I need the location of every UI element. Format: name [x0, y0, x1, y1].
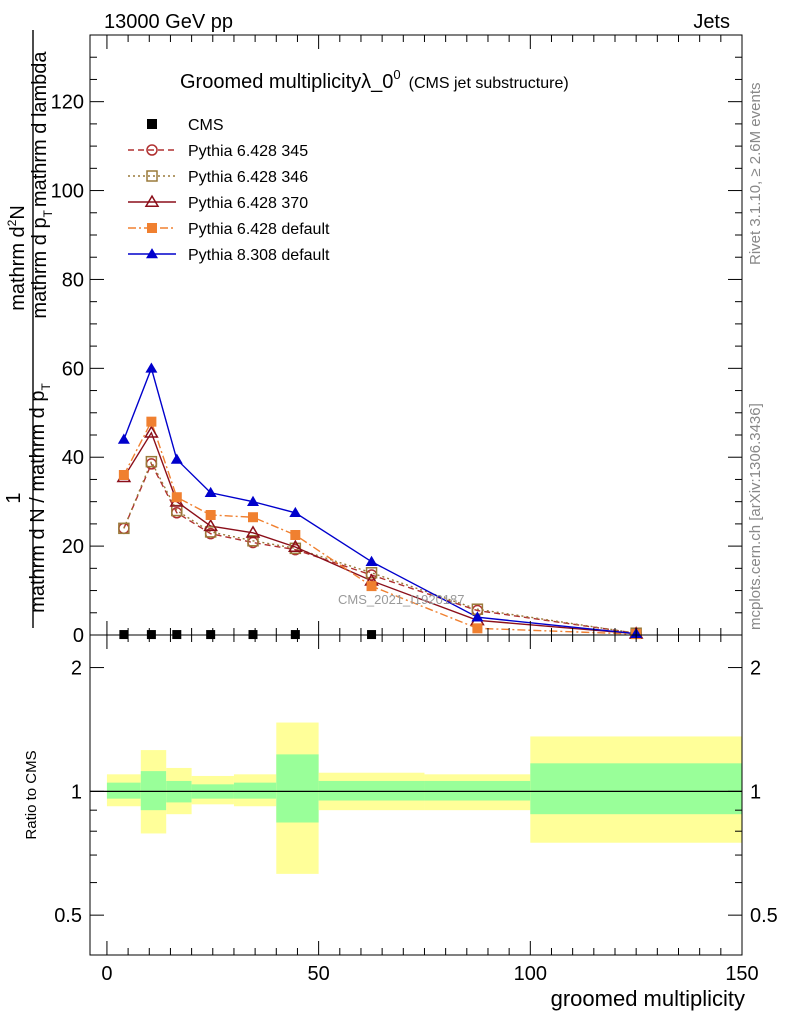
y-tick-label-ratio: 2: [71, 658, 82, 680]
x-tick-label: 50: [307, 963, 329, 985]
chart-title-sub: (CMS jet substructure): [409, 75, 569, 92]
legend-marker-cms: [147, 119, 157, 129]
y-tick-label-top: 40: [62, 447, 84, 469]
mcplots-label: mcplots.cern.ch [arXiv:1306.3436]: [747, 403, 764, 630]
data-point-pythia-8-308-default: [471, 611, 484, 622]
y-tick-label-top: 100: [51, 181, 84, 203]
data-point-pythia-6-428-346: [118, 522, 130, 535]
series-line-pythia-6-428-345: [123, 462, 637, 634]
chart-title: Groomed multiplicityλ_00 (CMS jet substru…: [180, 67, 569, 93]
y-tick-label-ratio-right: 2: [750, 658, 761, 680]
data-point-pythia-6-428-default: [118, 470, 129, 480]
ratio-plot-frame: [89, 634, 743, 956]
chart-title-sup: 0: [393, 67, 400, 82]
legend-label-pythia-6-428-346: Pythia 6.428 346: [188, 169, 308, 186]
y-tick-label-top: 120: [51, 92, 84, 114]
data-point-pythia-8-308-default: [365, 555, 378, 566]
data-point-pythia-8-308-default: [289, 506, 302, 518]
ratio-band-inner: [318, 780, 425, 801]
data-point-pythia-6-428-346: [365, 567, 378, 579]
y-label-bottom: mathrm d pTmathrm d lambda: [29, 51, 55, 319]
legend-marker-pythia-6-428-346: [146, 170, 158, 182]
watermark: CMS_2021_I1920187: [338, 592, 465, 607]
legend-label-pythia-6-428-370: Pythia 6.428 370: [188, 195, 308, 212]
y-tick-label-ratio-right: 1: [750, 781, 761, 803]
series-line-pythia-6-428-346: [123, 460, 637, 634]
legend-marker-pythia-6-428-345: [146, 144, 158, 156]
legend-marker-pythia-8-308-default: [146, 248, 158, 259]
ratio-band-inner: [106, 782, 141, 799]
y-tick-label-top: 0: [73, 625, 84, 647]
series-line-pythia-6-428-370: [123, 431, 637, 635]
chart-title-main: Groomed multiplicityλ_0: [180, 71, 393, 93]
legend-label-pythia-8-308-default: Pythia 8.308 default: [188, 247, 330, 264]
data-point-pythia-6-428-default: [366, 581, 377, 592]
y-axis-label-top: 1 mathrm d2N mathrm d pTmathrm d lambda …: [3, 30, 55, 628]
data-point-pythia-8-308-default: [170, 453, 183, 464]
y-axis-label-ratio: Ratio to CMS: [23, 750, 40, 839]
data-point-pythia-8-308-default: [204, 486, 217, 498]
y-tick-label-ratio: 1: [71, 781, 82, 803]
legend-label-cms: CMS: [188, 117, 224, 134]
data-point-pythia-6-428-default: [146, 416, 157, 427]
y-label-numerator: mathrm d2N: [5, 205, 29, 311]
x-tick-label: 150: [725, 963, 758, 985]
data-point-pythia-6-428-346: [145, 455, 158, 468]
data-point-pythia-6-428-370: [203, 518, 218, 532]
data-point-pythia-6-428-346: [247, 535, 259, 547]
legend-label-pythia-6-428-default: Pythia 6.428 default: [188, 221, 330, 238]
ratio-band-inner: [276, 754, 319, 823]
ratio-band-inner: [424, 780, 531, 801]
data-point-pythia-6-428-370: [288, 539, 303, 553]
data-point-pythia-6-428-default: [290, 530, 301, 540]
data-point-pythia-6-428-default: [472, 623, 483, 634]
energy-label: 13000 GeV pp: [104, 11, 233, 33]
data-point-pythia-6-428-default: [205, 510, 216, 520]
data-point-pythia-6-428-370: [144, 425, 159, 438]
y-tick-label-top: 20: [62, 536, 84, 558]
ratio-band-inner: [233, 782, 277, 799]
y-tick-label-ratio: 0.5: [54, 905, 82, 927]
x-axis-label: groomed multiplicity: [551, 986, 745, 1011]
data-point-pythia-6-428-346: [204, 526, 217, 538]
data-point-pythia-6-428-default: [248, 512, 258, 523]
x-tick-label: 0: [101, 963, 112, 985]
ratio-band-inner: [530, 763, 742, 815]
legend-label-pythia-6-428-345: Pythia 6.428 345: [188, 143, 308, 160]
data-point-pythia-8-308-default: [117, 433, 130, 444]
legend-marker-pythia-6-428-default: [147, 223, 157, 233]
y-tick-label-ratio-right: 0.5: [750, 905, 778, 927]
data-point-pythia-8-308-default: [145, 362, 158, 373]
legend-marker-pythia-6-428-370: [144, 194, 160, 208]
rivet-label: Rivet 3.1.10, ≥ 2.6M events: [747, 83, 764, 266]
y-tick-label-top: 80: [62, 269, 84, 291]
data-point-pythia-8-308-default: [247, 495, 259, 506]
y-tick-label-top: 60: [62, 358, 84, 380]
data-point-pythia-6-428-370: [245, 525, 261, 538]
y-label-denominator: mathrm d N / mathrm d pT: [27, 383, 53, 613]
ratio-band-inner: [140, 771, 167, 811]
process-label: Jets: [693, 11, 730, 33]
y-label-prefix: 1: [3, 492, 25, 503]
x-tick-label: 100: [514, 963, 547, 985]
data-point-pythia-6-428-default: [171, 492, 182, 503]
